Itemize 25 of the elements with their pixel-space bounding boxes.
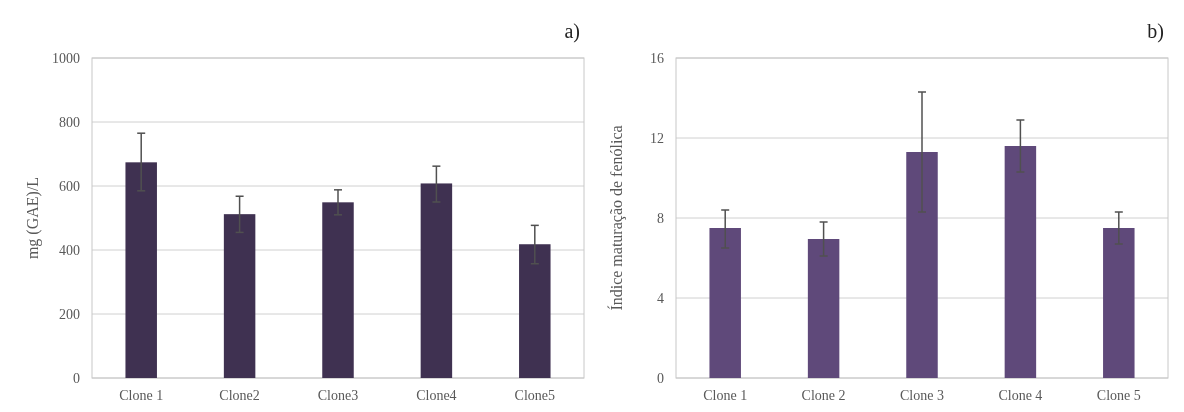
x-tick-label: Clone2 xyxy=(219,388,260,403)
x-tick-label: Clone5 xyxy=(514,388,556,403)
x-tick-label: Clone 5 xyxy=(1096,388,1141,403)
y-axis-title: Índice maturação de fenólica xyxy=(607,125,626,311)
y-tick-label: 4 xyxy=(657,290,664,306)
x-tick-label: Clone 1 xyxy=(703,388,748,403)
chart-title: b) xyxy=(1147,20,1164,43)
y-tick-label: 0 xyxy=(73,370,80,386)
x-tick-label: Clone 3 xyxy=(900,388,944,403)
y-tick-label: 8 xyxy=(657,210,664,226)
y-tick-label: 600 xyxy=(59,178,80,194)
y-tick-label: 12 xyxy=(650,130,664,146)
x-tick-label: Clone 1 xyxy=(119,388,164,403)
y-tick-label: 1000 xyxy=(52,50,80,66)
x-tick-label: Clone3 xyxy=(317,388,359,403)
x-tick-label: Clone 2 xyxy=(801,388,846,403)
y-tick-label: 0 xyxy=(657,370,664,386)
x-tick-label: Clone4 xyxy=(416,388,457,403)
y-tick-label: 200 xyxy=(59,306,80,322)
y-tick-label: 16 xyxy=(650,50,664,66)
x-tick-label: Clone 4 xyxy=(998,388,1043,403)
chart-title: a) xyxy=(564,20,580,43)
y-tick-label: 800 xyxy=(59,114,80,130)
y-axis-title: mg (GAE)/L xyxy=(24,176,42,260)
y-tick-label: 400 xyxy=(59,242,80,258)
